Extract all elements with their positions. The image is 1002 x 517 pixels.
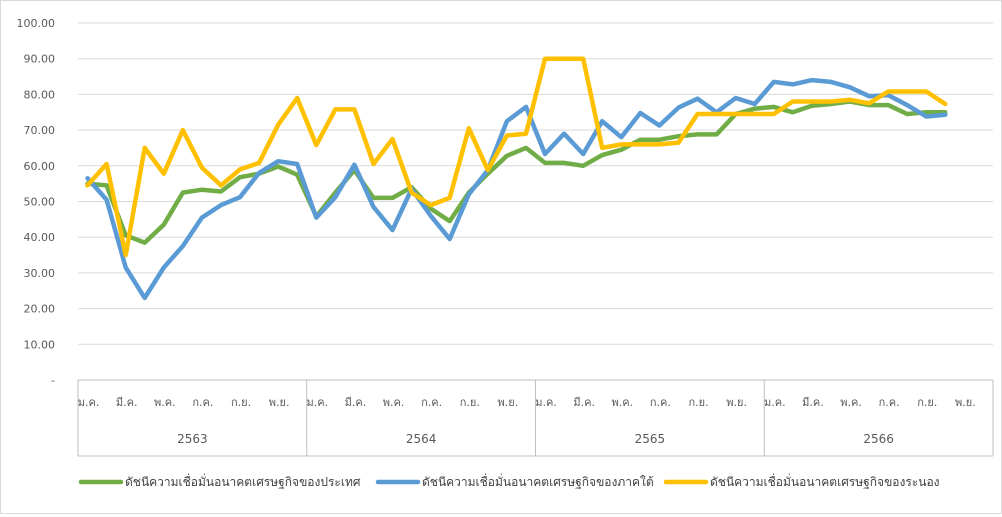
month-tick-label: ม.ค. xyxy=(764,396,786,409)
gridlines xyxy=(78,22,993,345)
month-tick-label: ก.ย. xyxy=(231,396,251,409)
month-tick-label: พ.ย. xyxy=(269,396,290,409)
month-tick-label: พ.ย. xyxy=(726,396,747,409)
y-tick-label: 40.00 xyxy=(24,231,56,244)
month-tick-label: มี.ค. xyxy=(116,396,138,409)
month-tick-label: ก.ค. xyxy=(421,396,442,409)
month-tick-label: ก.ค. xyxy=(192,396,213,409)
series-line-2 xyxy=(85,77,948,301)
series-lines xyxy=(85,56,948,301)
y-tick-label: 90.00 xyxy=(24,53,56,66)
y-tick-label: 70.00 xyxy=(24,124,56,137)
series-line-1 xyxy=(85,99,948,245)
month-tick-label: พ.ค. xyxy=(611,396,633,409)
month-tick-label: ก.ย. xyxy=(917,396,937,409)
legend-label-3: ดัชนีความเชื่อมั่นอนาคตเศรษฐกิจของระนอง xyxy=(710,473,940,489)
month-tick-label: พ.ค. xyxy=(840,396,862,409)
month-tick-label: พ.ย. xyxy=(498,396,519,409)
month-tick-label: ก.ค. xyxy=(879,396,900,409)
month-tick-label: ม.ค. xyxy=(78,396,100,409)
month-tick-label: มี.ค. xyxy=(345,396,367,409)
y-tick-label: 60.00 xyxy=(24,160,56,173)
x-axis: ม.ค. มี.ค. พ.ค. ก.ค. ก.ย. พ.ย. 2563 ม.ค. มี.ค. พ.… xyxy=(77,379,994,457)
month-tick-label: พ.ย. xyxy=(955,396,976,409)
y-axis-ticks: - 10.00 20.00 30.00 40.00 50.00 60.00 70.00 80.0… xyxy=(17,17,56,387)
series-line-3 xyxy=(85,56,948,258)
month-tick-label: มี.ค. xyxy=(573,396,595,409)
year-label: 2566 xyxy=(863,432,894,446)
month-tick-label: มี.ค. xyxy=(802,396,824,409)
month-tick-label: พ.ค. xyxy=(383,396,405,409)
y-tick-label: 10.00 xyxy=(24,338,56,351)
legend-label-1: ดัชนีความเชื่อมั่นอนาคตเศรษฐกิจของประเทศ xyxy=(125,473,361,489)
month-tick-label: ก.ย. xyxy=(460,396,480,409)
y-tick-label: - xyxy=(51,374,55,387)
year-label: 2564 xyxy=(406,432,437,446)
legend: ดัชนีความเชื่อมั่นอนาคตเศรษฐกิจของประเทศ… xyxy=(78,473,940,489)
y-tick-label: 100.00 xyxy=(17,17,56,30)
month-tick-label: ม.ค. xyxy=(535,396,557,409)
y-tick-label: 30.00 xyxy=(24,267,56,280)
month-tick-label: ก.ย. xyxy=(688,396,708,409)
legend-label-2: ดัชนีความเชื่อมั่นอนาคตเศรษฐกิจของภาคใต้ xyxy=(422,473,654,489)
month-tick-label: ก.ค. xyxy=(650,396,671,409)
y-tick-label: 50.00 xyxy=(24,196,56,209)
month-tick-label: พ.ค. xyxy=(154,396,176,409)
month-tick-label: ม.ค. xyxy=(306,396,328,409)
year-label: 2565 xyxy=(635,432,666,446)
y-tick-label: 80.00 xyxy=(24,88,56,101)
y-tick-label: 20.00 xyxy=(24,303,56,316)
year-label: 2563 xyxy=(177,432,208,446)
